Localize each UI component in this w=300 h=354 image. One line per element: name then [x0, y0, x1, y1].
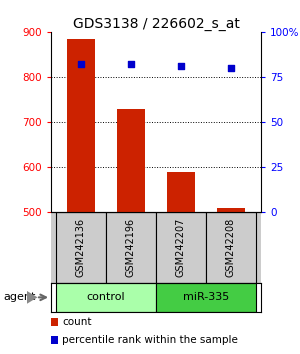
Bar	[56, 283, 156, 312]
Text: agent: agent	[3, 292, 35, 302]
Bar	[117, 109, 145, 212]
Bar	[106, 212, 156, 283]
Point	[129, 62, 134, 67]
Point	[178, 63, 183, 69]
Text: GSM242136: GSM242136	[76, 218, 86, 278]
Bar	[217, 208, 245, 212]
Title: GDS3138 / 226602_s_at: GDS3138 / 226602_s_at	[73, 17, 239, 31]
Text: GSM242196: GSM242196	[126, 218, 136, 278]
Text: miR-335: miR-335	[183, 292, 229, 302]
Bar	[167, 172, 195, 212]
Point	[79, 62, 83, 67]
Bar	[206, 212, 256, 283]
Text: GSM242207: GSM242207	[176, 218, 186, 278]
Text: count: count	[62, 317, 92, 327]
Point	[229, 65, 233, 71]
Bar	[67, 39, 95, 212]
Bar	[56, 212, 106, 283]
Text: GSM242208: GSM242208	[226, 218, 236, 278]
Bar	[156, 283, 256, 312]
Text: percentile rank within the sample: percentile rank within the sample	[62, 335, 238, 345]
Text: control: control	[87, 292, 125, 302]
Bar	[156, 212, 206, 283]
